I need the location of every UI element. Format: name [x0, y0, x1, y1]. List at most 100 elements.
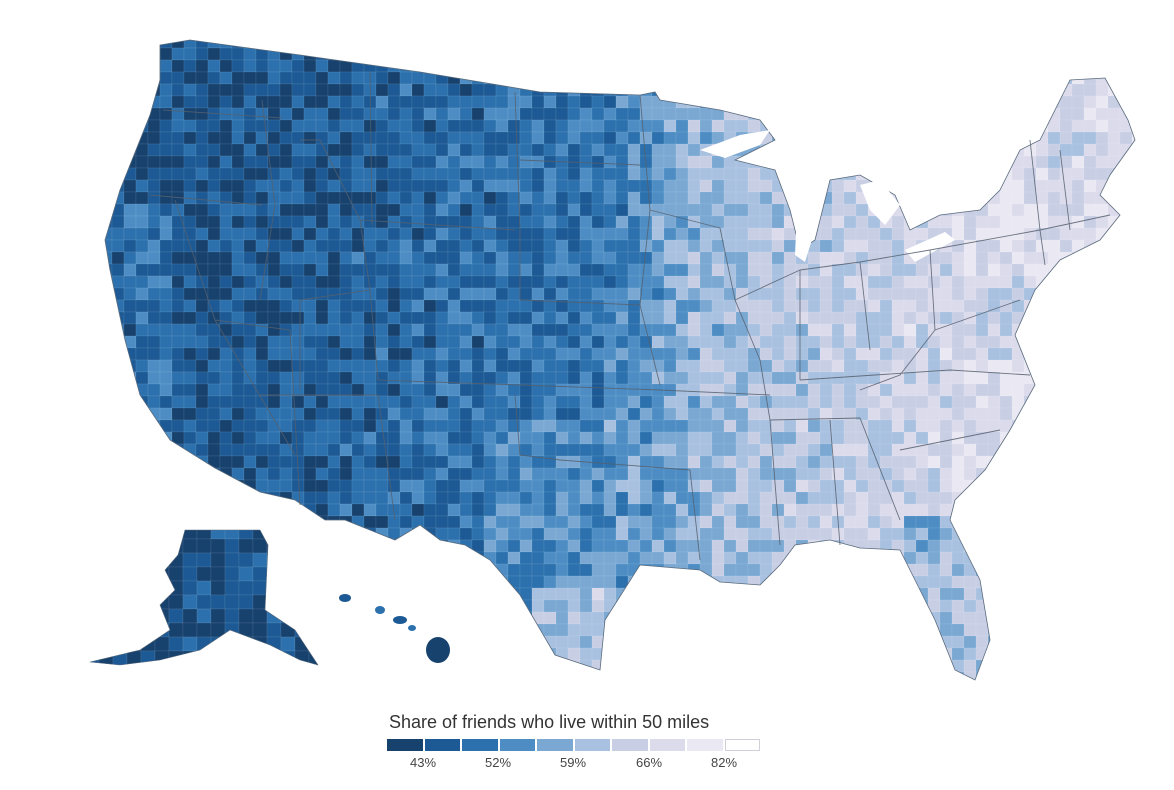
county-cell	[1059, 419, 1073, 433]
county-cell	[1095, 287, 1109, 301]
county-cell	[627, 611, 641, 625]
county-cell	[423, 479, 437, 493]
county-cell	[807, 383, 821, 397]
county-cell	[975, 215, 989, 229]
county-cell	[747, 515, 761, 529]
county-cell	[903, 671, 917, 680]
county-cell	[903, 479, 917, 493]
county-cell	[855, 59, 869, 73]
county-cell	[675, 659, 689, 673]
county-cell	[687, 371, 701, 385]
county-cell	[495, 635, 509, 649]
county-cell	[615, 503, 629, 517]
county-cell	[1095, 467, 1109, 481]
county-cell	[196, 684, 208, 696]
county-cell	[1023, 59, 1037, 73]
county-cell	[471, 431, 485, 445]
county-cell	[495, 263, 509, 277]
county-cell	[675, 647, 689, 661]
county-cell	[711, 323, 725, 337]
county-cell	[495, 575, 509, 589]
county-cell	[171, 227, 185, 241]
county-cell	[327, 563, 341, 577]
county-cell	[267, 71, 281, 85]
county-cell	[1047, 479, 1061, 493]
county-cell	[207, 383, 221, 397]
county-cell	[231, 395, 245, 409]
county-cell	[591, 251, 605, 265]
county-cell	[495, 671, 509, 680]
county-cell	[759, 71, 773, 85]
county-cell	[543, 59, 557, 73]
county-cell	[616, 684, 628, 696]
county-cell	[159, 47, 173, 61]
county-cell	[1083, 467, 1097, 481]
county-cell	[735, 407, 749, 421]
county-cell	[207, 203, 221, 217]
county-cell	[867, 143, 881, 157]
county-cell	[168, 650, 184, 665]
county-cell	[639, 659, 653, 673]
county-cell	[231, 671, 245, 680]
county-cell	[471, 227, 485, 241]
county-cell	[135, 215, 149, 229]
county-cell	[168, 566, 184, 582]
county-cell	[1047, 191, 1061, 205]
county-cell	[459, 431, 473, 445]
county-cell	[735, 239, 749, 253]
county-cell	[339, 407, 353, 421]
county-cell	[267, 551, 281, 565]
county-cell	[447, 287, 461, 301]
county-cell	[1059, 551, 1073, 565]
county-cell	[1095, 47, 1109, 61]
county-cell	[759, 575, 773, 589]
county-cell	[843, 40, 857, 49]
county-cell	[1011, 479, 1025, 493]
county-cell	[105, 527, 113, 541]
county-cell	[1107, 359, 1121, 373]
county-cell	[351, 155, 365, 169]
county-cell	[615, 551, 629, 565]
county-cell	[495, 203, 509, 217]
county-cell	[999, 503, 1013, 517]
county-cell	[315, 563, 329, 577]
county-cell	[411, 479, 425, 493]
county-cell	[579, 395, 593, 409]
county-cell	[519, 359, 533, 373]
county-cell	[351, 119, 365, 133]
county-cell	[567, 227, 581, 241]
county-cell	[308, 608, 318, 624]
county-cell	[555, 347, 569, 361]
county-cell	[267, 275, 281, 289]
county-cell	[195, 335, 209, 349]
county-cell	[543, 47, 557, 61]
county-cell	[507, 239, 521, 253]
county-cell	[459, 227, 473, 241]
county-cell	[126, 622, 142, 638]
county-cell	[238, 552, 254, 568]
county-cell	[252, 650, 268, 665]
county-cell	[915, 419, 929, 433]
county-cell	[579, 251, 593, 265]
county-cell	[135, 119, 149, 133]
county-cell	[735, 227, 749, 241]
county-cell	[591, 287, 605, 301]
county-cell	[879, 539, 893, 553]
county-cell	[207, 179, 221, 193]
county-cell	[471, 275, 485, 289]
county-cell	[795, 551, 809, 565]
county-cell	[171, 335, 185, 349]
county-cell	[435, 335, 449, 349]
county-cell	[927, 479, 941, 493]
county-cell	[639, 443, 653, 457]
county-cell	[411, 191, 425, 205]
county-cell	[1071, 419, 1085, 433]
county-cell	[663, 503, 677, 517]
county-cell	[1047, 179, 1061, 193]
county-cell	[627, 179, 641, 193]
county-cell	[748, 684, 760, 696]
county-cell	[315, 647, 329, 661]
county-cell	[903, 47, 917, 61]
county-cell	[891, 407, 905, 421]
county-cell	[279, 287, 293, 301]
